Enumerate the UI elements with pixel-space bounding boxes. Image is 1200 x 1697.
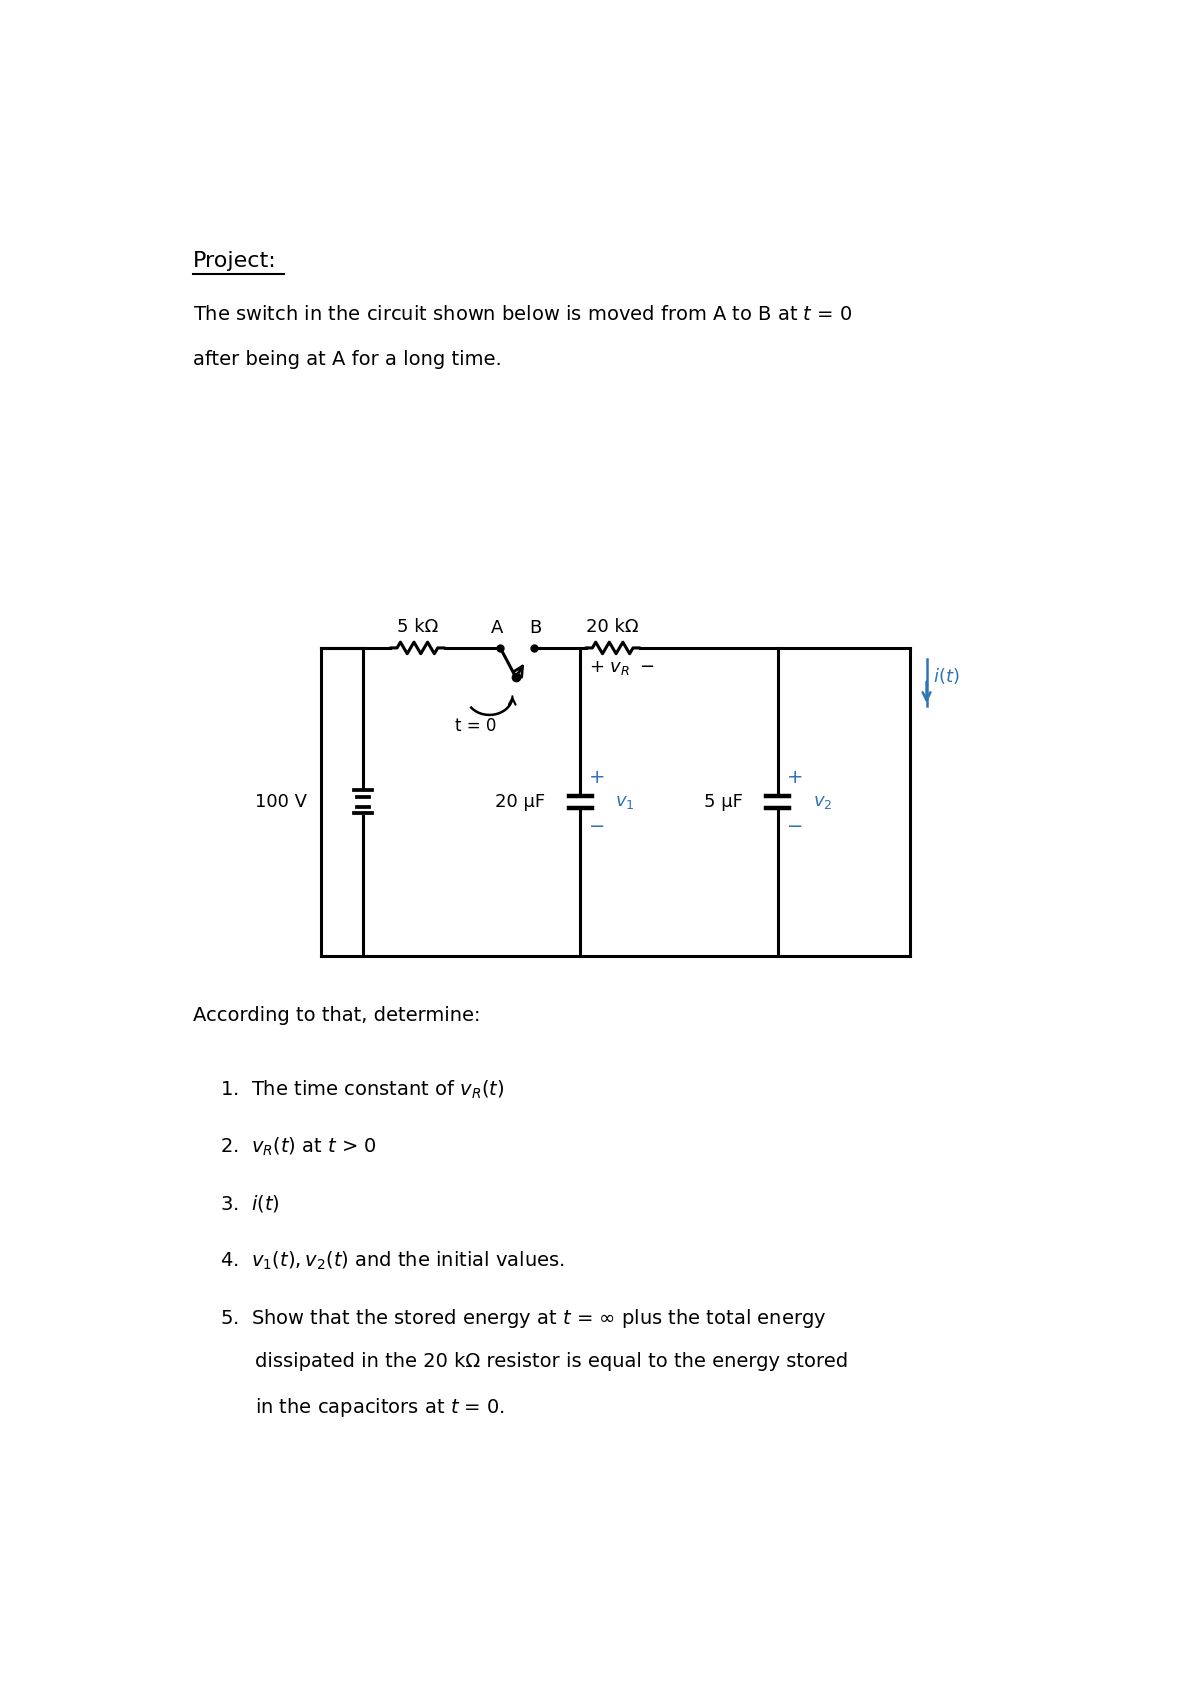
- Text: +: +: [589, 767, 606, 787]
- Text: Project:: Project:: [193, 251, 276, 272]
- Text: The switch in the circuit shown below is moved from A to B at $t$ = 0: The switch in the circuit shown below is…: [193, 305, 852, 324]
- Text: B: B: [529, 619, 541, 636]
- Text: $i(t)$: $i(t)$: [932, 667, 959, 686]
- Text: 1.  The time constant of $v_R(t)$: 1. The time constant of $v_R(t)$: [220, 1079, 504, 1101]
- Text: 5.  Show that the stored energy at $t$ = $\infty$ plus the total energy: 5. Show that the stored energy at $t$ = …: [220, 1307, 826, 1330]
- Text: in the capacitors at $t$ = 0.: in the capacitors at $t$ = 0.: [254, 1397, 504, 1419]
- Text: t = 0: t = 0: [455, 718, 496, 735]
- Text: $v_2$: $v_2$: [812, 792, 832, 811]
- Text: $v_1$: $v_1$: [616, 792, 635, 811]
- Text: 100 V: 100 V: [254, 792, 306, 811]
- Text: −: −: [787, 816, 803, 837]
- Text: after being at A for a long time.: after being at A for a long time.: [193, 350, 502, 368]
- Text: dissipated in the 20 kΩ resistor is equal to the energy stored: dissipated in the 20 kΩ resistor is equa…: [254, 1353, 847, 1371]
- Text: $+\ v_R\ -$: $+\ v_R\ -$: [589, 658, 654, 677]
- Text: 5 kΩ: 5 kΩ: [397, 618, 438, 636]
- Text: 20 kΩ: 20 kΩ: [587, 618, 638, 636]
- Text: 20 μF: 20 μF: [496, 792, 545, 811]
- Text: A: A: [491, 619, 503, 636]
- Text: According to that, determine:: According to that, determine:: [193, 1006, 480, 1025]
- Text: 5 μF: 5 μF: [704, 792, 743, 811]
- Text: 4.  $v_1(t), v_2(t)$ and the initial values.: 4. $v_1(t), v_2(t)$ and the initial valu…: [220, 1251, 565, 1273]
- Text: +: +: [786, 767, 803, 787]
- Text: 3.  $i(t)$: 3. $i(t)$: [220, 1193, 280, 1213]
- Text: −: −: [589, 816, 605, 837]
- Text: 2.  $v_R(t)$ at $t$ > 0: 2. $v_R(t)$ at $t$ > 0: [220, 1135, 377, 1159]
